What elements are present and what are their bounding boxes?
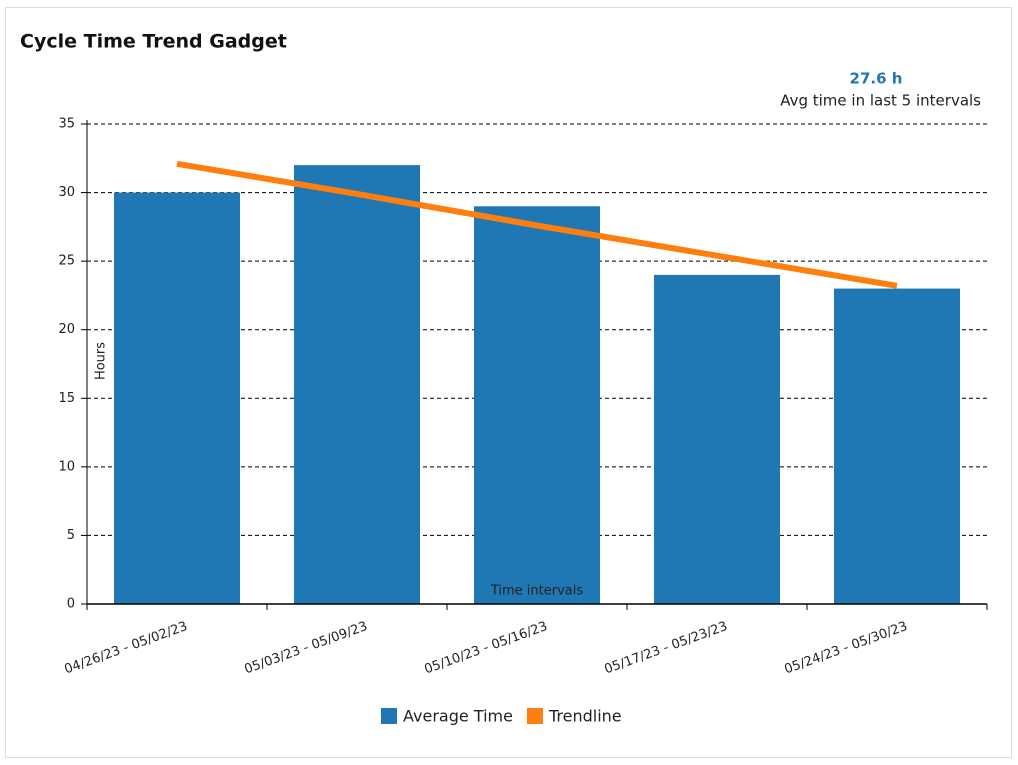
legend-label: Trendline [548, 707, 622, 726]
summary-caption: Avg time in last 5 intervals [780, 92, 981, 110]
legend-swatch [381, 708, 397, 724]
y-tick-label: 25 [58, 254, 75, 269]
y-tick-label: 0 [67, 597, 75, 612]
bar [474, 206, 600, 605]
legend-swatch [526, 708, 543, 724]
y-axis-label: Hours [94, 342, 109, 380]
y-tick-label: 20 [58, 322, 75, 337]
x-axis-label: Time intervals [490, 584, 584, 599]
legend-label: Average Time [403, 707, 513, 726]
y-tick-label: 30 [58, 185, 75, 200]
summary-value: 27.6 h [850, 70, 903, 88]
y-tick-label: 35 [58, 117, 75, 132]
y-tick-label: 10 [58, 459, 75, 474]
y-tick-label: 5 [67, 528, 75, 543]
bar [114, 192, 240, 605]
bar [294, 165, 420, 604]
bar [834, 288, 960, 604]
bar [654, 274, 780, 604]
chart-title: Cycle Time Trend Gadget [20, 31, 287, 53]
y-tick-label: 15 [58, 391, 75, 406]
trendline [176, 160, 898, 289]
